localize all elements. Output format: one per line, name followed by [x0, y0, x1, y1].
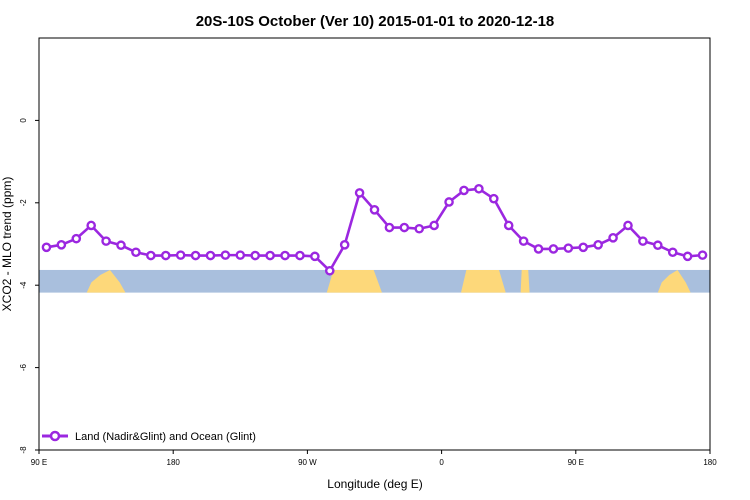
- data-point: [56, 240, 67, 250]
- data-point: [190, 250, 201, 261]
- data-point: [250, 250, 261, 261]
- data-point: [310, 251, 320, 262]
- land-region: [326, 269, 382, 293]
- plot-frame: [38, 37, 711, 451]
- data-point: [71, 233, 82, 244]
- data-point: [86, 220, 96, 231]
- data-point: [399, 222, 410, 233]
- legend-entry-label: Land (Nadir&Glint) and Ocean (Glint): [75, 431, 256, 443]
- land-region: [86, 269, 126, 293]
- legend: Land (Nadir&Glint) and Ocean (Glint): [42, 430, 256, 443]
- data-point: [578, 242, 589, 253]
- y-tick-label: -2: [19, 199, 28, 207]
- y-axis-ticks: 0 -2 -4 -6 -8: [19, 118, 39, 454]
- data-point: [429, 220, 439, 231]
- data-point: [175, 250, 186, 260]
- x-tick-label: 0: [439, 458, 444, 467]
- legend-marker-sample: [49, 430, 61, 442]
- data-point: [533, 244, 544, 254]
- data-point: [488, 193, 499, 204]
- data-point: [563, 243, 574, 253]
- data-point: [280, 250, 290, 261]
- data-point: [295, 250, 305, 261]
- x-axis-ticks: 90 E 180 90 W 0 90 E 180: [31, 450, 717, 467]
- x-tick-label: 90 W: [298, 458, 317, 467]
- x-tick-label: 90 E: [31, 458, 47, 467]
- data-point: [444, 197, 454, 207]
- data-point: [593, 240, 603, 250]
- data-point: [265, 250, 275, 261]
- data-point: [384, 222, 395, 233]
- data-point: [41, 242, 52, 253]
- data-point: [116, 240, 126, 251]
- data-point: [205, 250, 216, 261]
- data-point: [339, 240, 350, 250]
- data-point: [160, 250, 171, 261]
- data-point: [682, 251, 693, 262]
- data-point: [101, 236, 111, 246]
- data-point: [146, 250, 156, 261]
- data-point: [667, 247, 678, 258]
- data-point: [324, 265, 335, 276]
- land-region: [460, 269, 506, 293]
- data-point: [608, 233, 618, 243]
- x-tick-label: 180: [703, 458, 717, 467]
- x-axis-label: Longitude (deg E): [327, 477, 422, 491]
- data-point: [474, 183, 484, 194]
- data-point: [623, 220, 633, 231]
- land-ocean-mask: [39, 269, 710, 293]
- series-layer: [41, 183, 708, 276]
- data-point: [503, 220, 514, 231]
- land-region: [520, 269, 530, 293]
- y-axis-label: XCO2 - MLO trend (ppm): [0, 177, 14, 312]
- data-point: [697, 250, 708, 260]
- data-point: [638, 236, 648, 246]
- x-tick-label: 90 E: [568, 458, 584, 467]
- data-point: [414, 223, 425, 234]
- land-region: [657, 269, 691, 293]
- data-point: [131, 247, 141, 258]
- series-line: [46, 187, 703, 273]
- y-tick-label: -6: [19, 363, 28, 371]
- data-point: [220, 250, 231, 260]
- x-tick-label: 180: [167, 458, 181, 467]
- chart-title: 20S-10S October (Ver 10) 2015-01-01 to 2…: [196, 13, 555, 30]
- data-point: [369, 205, 380, 215]
- data-point: [548, 244, 559, 254]
- data-point: [354, 188, 365, 198]
- data-point: [518, 236, 529, 246]
- y-tick-label: -8: [19, 446, 28, 454]
- data-point: [459, 185, 469, 196]
- data-point: [235, 250, 246, 260]
- y-tick-label: 0: [19, 118, 28, 123]
- y-tick-label: -4: [19, 281, 28, 289]
- data-point: [653, 240, 663, 251]
